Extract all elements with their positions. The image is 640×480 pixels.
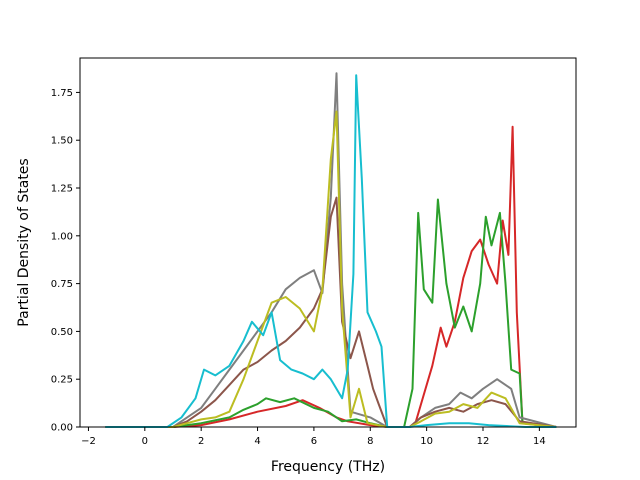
x-tick-label: 4 [254,436,260,447]
y-tick-label: 1.25 [51,184,73,195]
y-tick-label: 0.00 [51,423,73,434]
x-axis: −2 0 2 4 6 8 10 12 14 [81,427,546,447]
series-line-2 [105,198,557,428]
y-tick-label: 1.50 [51,136,73,147]
y-tick-label: 0.50 [51,327,73,338]
x-tick-label: 8 [367,436,373,447]
plot-frame [79,57,577,428]
y-tick-label: 1.75 [51,88,73,99]
x-tick-label: 14 [533,436,546,447]
x-tick-label: 12 [477,436,490,447]
y-tick-label: 0.75 [51,279,73,290]
x-tick-label: 2 [198,436,204,447]
x-tick-label: −2 [81,436,96,447]
y-tick-label: 0.25 [51,375,73,386]
x-tick-label: 6 [311,436,317,447]
x-tick-label: 10 [420,436,433,447]
series-line-5 [105,110,557,428]
series-layer [105,72,557,428]
series-line-3 [105,72,557,428]
y-tick-label: 1.00 [51,231,73,242]
x-tick-label: 0 [142,436,148,447]
x-axis-title: Frequency (THz) [271,459,385,475]
y-axis: 0.00 0.25 0.50 0.75 1.00 1.25 1.50 1.75 [51,88,80,434]
series-line-4 [105,196,557,428]
series-line-1 [105,125,557,428]
y-axis-title: Partial Density of States [16,158,32,326]
series-line-6 [105,74,557,428]
